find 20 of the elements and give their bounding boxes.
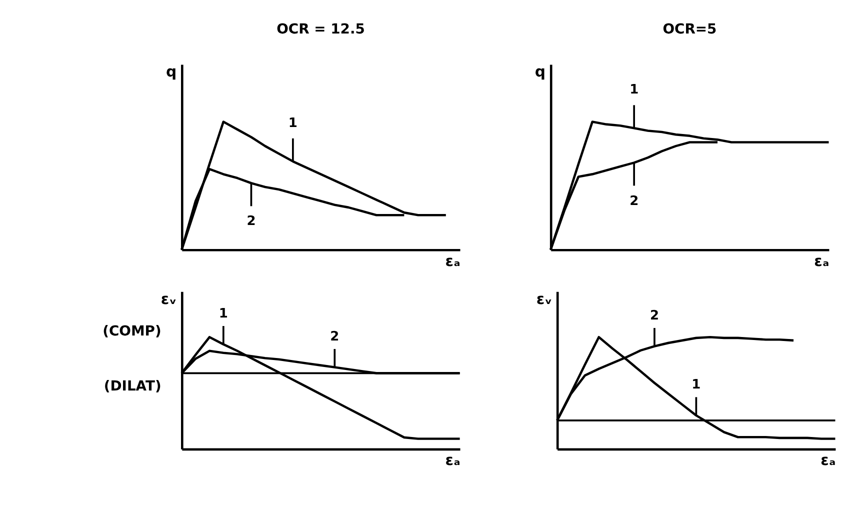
series-label: 1: [218, 306, 228, 322]
chart-title: OCR=5: [662, 22, 717, 38]
chart-title: OCR = 12.5: [276, 22, 365, 38]
series-label: 1: [692, 378, 701, 393]
text: (DILAT): [104, 378, 162, 395]
series-label: 2: [330, 329, 340, 344]
y-axis-title: εᵥ: [160, 290, 177, 308]
text: 1: [630, 82, 639, 98]
series-label: 1: [288, 116, 298, 131]
x-axis-title: εₐ: [814, 252, 830, 270]
x-axis-title: εₐ: [445, 452, 460, 470]
legend-label: 2: [246, 214, 256, 230]
legend-label: 2: [630, 194, 639, 209]
y-axis-title: q: [534, 64, 546, 81]
text: (COMP): [102, 323, 162, 340]
x-axis-title: εₐ: [445, 252, 460, 270]
x-axis-title: εₐ: [820, 452, 836, 470]
y-axis-title: q: [166, 64, 177, 81]
series-label: 2: [650, 308, 659, 324]
y-axis-title: εᵥ: [536, 290, 552, 308]
